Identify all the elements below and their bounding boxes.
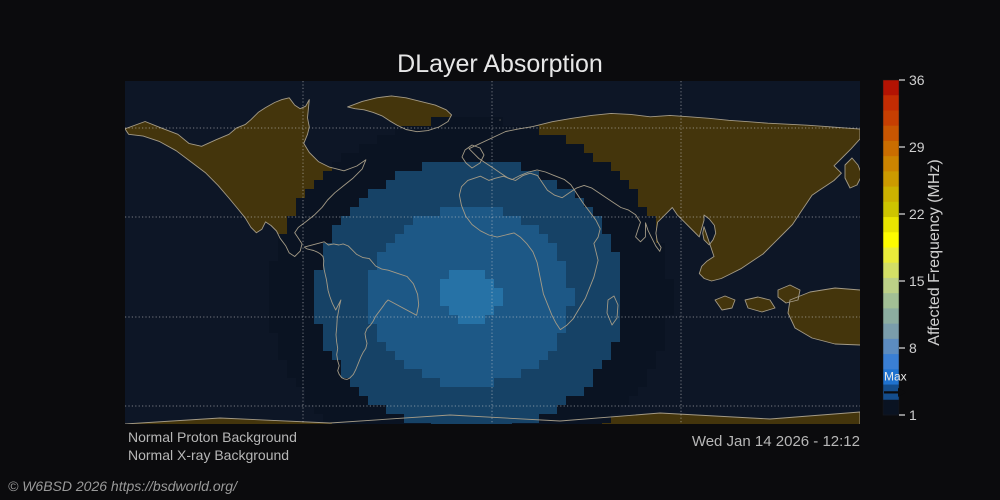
svg-text:1: 1 <box>909 407 917 423</box>
svg-text:29: 29 <box>909 139 925 155</box>
svg-text:22: 22 <box>909 206 925 222</box>
svg-text:8: 8 <box>909 340 917 356</box>
svg-text:36: 36 <box>909 72 925 88</box>
svg-text:Affected Frequency (MHz): Affected Frequency (MHz) <box>926 159 943 345</box>
svg-text:15: 15 <box>909 273 925 289</box>
svg-text:Max: Max <box>884 369 907 383</box>
